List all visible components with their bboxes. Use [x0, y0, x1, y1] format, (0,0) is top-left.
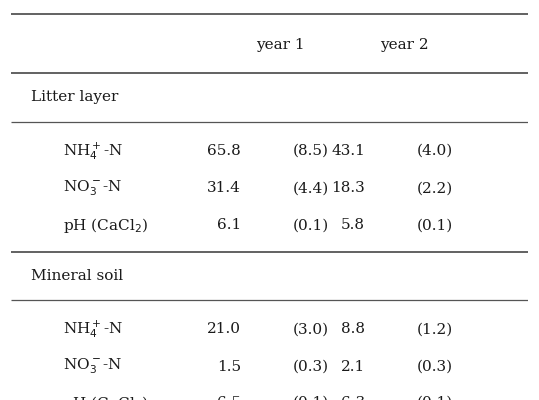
Text: NO$_3^-$-N: NO$_3^-$-N	[63, 178, 122, 198]
Text: 2.1: 2.1	[341, 360, 365, 374]
Text: year 2: year 2	[379, 38, 429, 52]
Text: 5.8: 5.8	[341, 218, 365, 232]
Text: NH$_4^+$-N: NH$_4^+$-N	[63, 318, 123, 340]
Text: NH$_4^+$-N: NH$_4^+$-N	[63, 140, 123, 162]
Text: (0.1): (0.1)	[417, 218, 453, 232]
Text: 21.0: 21.0	[207, 322, 241, 336]
Text: year 1: year 1	[255, 38, 304, 52]
Text: 31.4: 31.4	[207, 181, 241, 195]
Text: Litter layer: Litter layer	[31, 90, 119, 104]
Text: 1.5: 1.5	[217, 360, 241, 374]
Text: (0.3): (0.3)	[417, 360, 453, 374]
Text: (2.2): (2.2)	[417, 181, 453, 195]
Text: (0.1): (0.1)	[417, 396, 453, 400]
Text: pH (CaCl$_2$): pH (CaCl$_2$)	[63, 394, 148, 400]
Text: 43.1: 43.1	[331, 144, 365, 158]
Text: Mineral soil: Mineral soil	[31, 270, 123, 284]
Text: 18.3: 18.3	[331, 181, 365, 195]
Text: (0.1): (0.1)	[293, 396, 329, 400]
Text: 6.5: 6.5	[217, 396, 241, 400]
Text: 8.8: 8.8	[341, 322, 365, 336]
Text: (4.4): (4.4)	[293, 181, 329, 195]
Text: (0.3): (0.3)	[293, 360, 329, 374]
Text: (0.1): (0.1)	[293, 218, 329, 232]
Text: (1.2): (1.2)	[417, 322, 453, 336]
Text: 6.1: 6.1	[217, 218, 241, 232]
Text: (3.0): (3.0)	[293, 322, 329, 336]
Text: (4.0): (4.0)	[417, 144, 453, 158]
Text: pH (CaCl$_2$): pH (CaCl$_2$)	[63, 216, 148, 235]
Text: 6.3: 6.3	[341, 396, 365, 400]
Text: NO$_3^-$-N: NO$_3^-$-N	[63, 357, 122, 376]
Text: (8.5): (8.5)	[293, 144, 329, 158]
Text: 65.8: 65.8	[208, 144, 241, 158]
